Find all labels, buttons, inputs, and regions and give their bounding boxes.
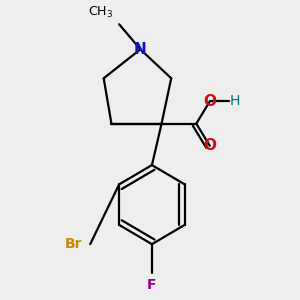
Text: CH$_3$: CH$_3$: [88, 5, 113, 20]
Text: N: N: [134, 42, 147, 57]
Text: Br: Br: [65, 237, 82, 251]
Text: H: H: [230, 94, 240, 108]
Text: O: O: [203, 94, 216, 109]
Text: F: F: [147, 278, 157, 292]
Text: O: O: [203, 138, 216, 153]
